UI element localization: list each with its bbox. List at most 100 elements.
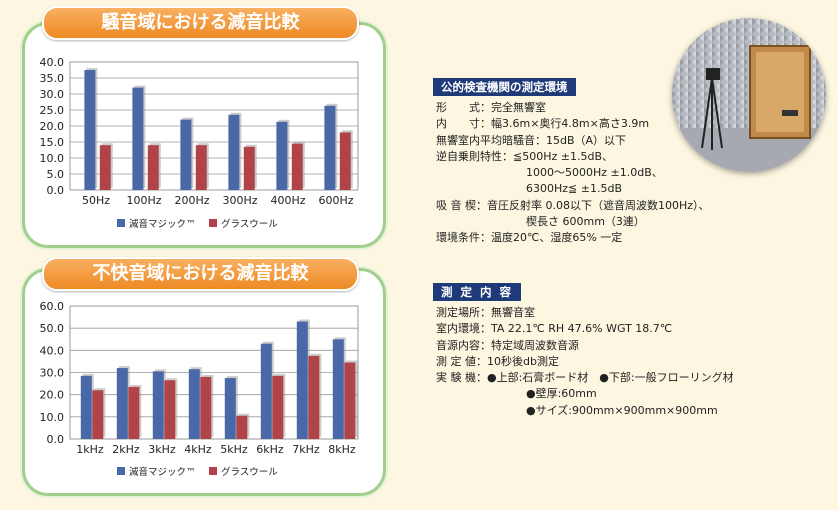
bar-series1 bbox=[224, 378, 236, 439]
spec-row: 実 験 機：●上部:石膏ボード材 ●下部:一般フローリング材 bbox=[436, 370, 734, 386]
spec-row: 無響室内平均暗騒音 ：15dB（A）以下 bbox=[436, 133, 710, 149]
legend-label-series1: 減音マジック™ bbox=[129, 218, 196, 230]
bar-series2 bbox=[236, 415, 248, 439]
y-tick-label: 30.0 bbox=[40, 88, 65, 101]
spec-value: ：無響音室 bbox=[480, 306, 535, 319]
legend-label-series2: グラスウール bbox=[221, 218, 278, 230]
x-tick-label: 4kHz bbox=[184, 443, 212, 456]
x-tick-label: 6kHz bbox=[256, 443, 284, 456]
spec-value: ：特定域周波数音源 bbox=[480, 338, 579, 352]
y-tick-label: 10.0 bbox=[40, 152, 65, 165]
spec-row: 音源内容 ：特定域周波数音源 bbox=[436, 338, 734, 354]
spec-key: 音源内容 bbox=[436, 338, 480, 352]
bar-series2 bbox=[195, 145, 207, 190]
spec-row: ●サイズ:900mm×900mm×900mm bbox=[436, 403, 734, 419]
spec-value: ：幅3.6m×奥行4.8m×高さ3.9m bbox=[480, 117, 650, 131]
spec-row: 6300Hz≦ ±1.5dB bbox=[436, 181, 710, 197]
spec-row: 測 定 値：10秒後db測定 bbox=[436, 354, 734, 370]
bar-series1 bbox=[324, 105, 336, 190]
x-tick-label: 5kHz bbox=[220, 443, 248, 456]
bar-series2 bbox=[272, 375, 284, 439]
spec-row: ●壁厚:60mm bbox=[436, 386, 734, 402]
spec-value: ：10秒後db測定 bbox=[476, 354, 559, 368]
y-tick-label: 0.0 bbox=[47, 433, 65, 446]
section2-heading: 測 定 内 容 bbox=[433, 283, 522, 301]
legend-label-series1: 減音マジック™ bbox=[129, 466, 196, 478]
y-tick-label: 0.0 bbox=[47, 184, 65, 197]
spec-row: 室内環境 ：TA 22.1℃ RH 47.6% WGT 18.7℃ bbox=[436, 321, 734, 337]
bar-series2 bbox=[243, 146, 255, 190]
spec-row: 形 式：完全無響室 bbox=[436, 100, 710, 116]
spec-value: ：TA 22.1℃ RH 47.6% WGT 18.7℃ bbox=[480, 322, 673, 336]
spec-row: 逆自乗則特性 ：≦500Hz ±1.5dB、 bbox=[436, 149, 710, 165]
bar-series2 bbox=[200, 376, 212, 439]
bar-series1 bbox=[276, 121, 288, 190]
spec-value: 6300Hz≦ ±1.5dB bbox=[526, 182, 622, 196]
spec-value: ：15dB（A）以下 bbox=[535, 133, 627, 147]
bar-series1 bbox=[180, 119, 192, 190]
spec-key: 実 験 機 bbox=[436, 371, 476, 385]
bar-series2 bbox=[308, 355, 320, 439]
spec-key: 室内環境 bbox=[436, 322, 480, 336]
x-tick-label: 300Hz bbox=[222, 194, 257, 207]
spec-key: 形 式 bbox=[436, 101, 480, 114]
spec-key: 吸 音 楔 bbox=[436, 198, 476, 212]
legend-label-series2: グラスウール bbox=[221, 466, 278, 478]
spec-row: 測定場所 ：無響音室 bbox=[436, 305, 734, 321]
section2-rows: 測定場所 ：無響音室 室内環境 ：TA 22.1℃ RH 47.6% WGT 18.7… bbox=[436, 305, 734, 419]
spec-value: 1000〜5000Hz ±1.0dB、 bbox=[526, 166, 663, 180]
x-tick-label: 200Hz bbox=[174, 194, 209, 207]
bar-series1 bbox=[260, 343, 272, 439]
bar-series1 bbox=[188, 369, 200, 439]
spec-key: 逆自乗則特性 bbox=[436, 149, 502, 163]
y-tick-label: 60.0 bbox=[40, 300, 65, 313]
spec-row: 内 寸：幅3.6m×奥行4.8m×高さ3.9m bbox=[436, 116, 710, 132]
section1-heading: 公的検査機関の測定環境 bbox=[433, 78, 576, 96]
bar-series2 bbox=[147, 145, 159, 190]
bar-series1 bbox=[296, 321, 308, 439]
y-tick-label: 5.0 bbox=[47, 168, 65, 181]
spec-row: 楔長さ 600mm（3連） bbox=[436, 214, 710, 230]
bar-series1 bbox=[132, 87, 144, 190]
bar-series1 bbox=[80, 375, 92, 439]
y-tick-label: 50.0 bbox=[40, 322, 65, 335]
bar-series2 bbox=[128, 386, 140, 439]
y-tick-label: 25.0 bbox=[40, 104, 65, 117]
legend-swatch-series1 bbox=[117, 467, 125, 475]
spec-value: ：≦500Hz ±1.5dB、 bbox=[502, 149, 613, 163]
bar-series1 bbox=[332, 339, 344, 439]
spec-value: 楔長さ 600mm（3連） bbox=[526, 215, 645, 229]
chart2-title: 不快音域における減音比較 bbox=[42, 257, 359, 291]
spec-key: 内 寸 bbox=[436, 117, 480, 131]
y-tick-label: 35.0 bbox=[40, 72, 65, 85]
bar-series1 bbox=[84, 70, 96, 190]
spec-key: 環境条件 bbox=[436, 231, 480, 245]
y-tick-label: 40.0 bbox=[40, 344, 65, 357]
y-tick-label: 10.0 bbox=[40, 411, 65, 424]
spec-key: 無響室内平均暗騒音 bbox=[436, 133, 535, 147]
x-tick-label: 600Hz bbox=[318, 194, 353, 207]
section1-rows: 形 式：完全無響室内 寸：幅3.6m×奥行4.8m×高さ3.9m 無響室内平均暗騒… bbox=[436, 100, 710, 247]
spec-row: 吸 音 楔：音圧反射率 0.08以下（遮音周波数100Hz）、 bbox=[436, 198, 710, 214]
bar-series2 bbox=[164, 380, 176, 439]
x-tick-label: 8kHz bbox=[328, 443, 356, 456]
x-tick-label: 3kHz bbox=[148, 443, 176, 456]
legend-swatch-series2 bbox=[209, 219, 217, 227]
anechoic-chamber-photo bbox=[672, 18, 826, 172]
bar-series1 bbox=[116, 368, 128, 439]
x-tick-label: 400Hz bbox=[270, 194, 305, 207]
bar-series2 bbox=[291, 143, 303, 190]
spec-key: 測 定 値 bbox=[436, 354, 476, 368]
bar-series1 bbox=[152, 371, 164, 439]
chart1-svg: 0.0 5.0 10.0 15.0 20.0 25.0 30.0 35.0 40.0 50Hz 10… bbox=[40, 56, 359, 230]
x-tick-label: 100Hz bbox=[126, 194, 161, 207]
spec-value: ●壁厚:60mm bbox=[526, 387, 597, 401]
x-tick-label: 2kHz bbox=[112, 443, 140, 456]
spec-row: 環境条件 ：温度20℃、湿度65% 一定 bbox=[436, 230, 710, 246]
y-tick-label: 30.0 bbox=[40, 367, 65, 380]
legend-swatch-series2 bbox=[209, 467, 217, 475]
spec-value: ：温度20℃、湿度65% 一定 bbox=[480, 231, 623, 245]
bar-series2 bbox=[99, 145, 111, 190]
x-tick-label: 50Hz bbox=[82, 194, 110, 207]
y-tick-label: 40.0 bbox=[40, 56, 65, 69]
